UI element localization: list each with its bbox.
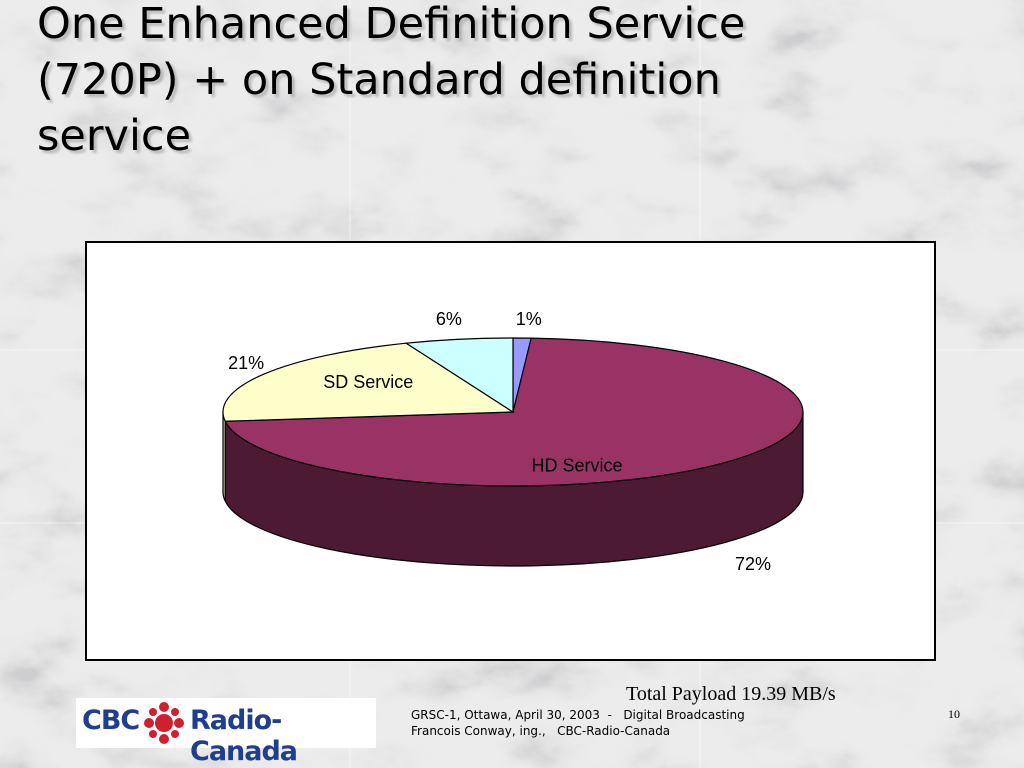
slice-name-label: SD Service [323,372,413,392]
chart-frame: 1% HD Service 72% SD Service 21% 6% [85,241,936,661]
slice-percent-label: 21% [228,353,264,373]
slice-name-label: HD Service [531,456,622,476]
cbc-radio-canada-logo: CBC Radio-Canada [76,698,376,767]
pie-slice [404,337,514,414]
slice-percent-label: 72% [735,554,771,574]
footer-text: GRSC-1, Ottawa, April 30, 2003 - Digital… [411,707,745,739]
footer-line-1: GRSC-1, Ottawa, April 30, 2003 - Digital… [411,708,745,722]
total-payload-note: Total Payload 19.39 MB/s [626,683,836,705]
cbc-gem-icon [144,702,184,744]
footer-line-2: Francois Conway, ing., CBC-Radio-Canada [411,724,671,738]
slide-title: One Enhanced Definition Service (720P) +… [37,0,746,161]
pie-chart: 1% HD Service 72% SD Service 21% 6% [222,309,804,574]
logo-text-cbc: CBC [82,705,140,736]
slice-percent-label: 1% [516,309,542,329]
logo-text-radio-canada: Radio-Canada [190,705,298,767]
pie-slice [222,342,515,422]
pie-side-wall [222,411,226,502]
slice-percent-label: 6% [436,309,462,329]
page-number: 10 [948,707,960,721]
